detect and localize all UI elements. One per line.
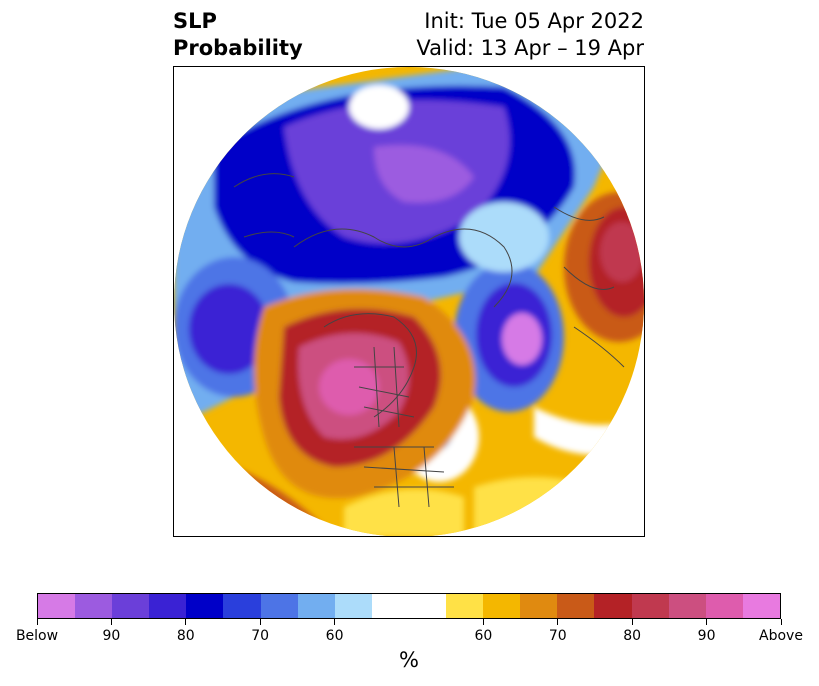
below-region bbox=[374, 145, 474, 203]
colorbar-tick-label: 60 bbox=[325, 628, 344, 644]
colorbar-tick bbox=[780, 619, 782, 625]
colorbar-segment bbox=[594, 594, 632, 618]
colorbar-tick-label: 80 bbox=[623, 628, 642, 644]
map-panel bbox=[173, 66, 645, 537]
colorbar-tick-label: 60 bbox=[474, 628, 493, 644]
above-region bbox=[600, 222, 644, 282]
colorbar-tick bbox=[185, 619, 187, 625]
colorbar-segment bbox=[408, 594, 447, 618]
colorbar-segment bbox=[446, 594, 484, 618]
colorbar-units: % bbox=[399, 648, 419, 672]
colorbar-segment bbox=[112, 594, 150, 618]
colorbar bbox=[37, 593, 781, 619]
above-region bbox=[344, 489, 464, 536]
init-date-label: Init: Tue 05 Apr 2022 bbox=[424, 9, 644, 33]
colorbar-segment bbox=[38, 594, 76, 618]
colorbar-segment bbox=[705, 594, 743, 618]
colorbar-tick bbox=[557, 619, 559, 625]
below-region bbox=[502, 313, 542, 365]
colorbar-segment bbox=[371, 594, 409, 618]
colorbar-segment bbox=[520, 594, 558, 618]
title-block-right: Init: Tue 05 Apr 2022 Valid: 13 Apr – 19… bbox=[416, 8, 644, 62]
colorbar-tick bbox=[482, 619, 484, 625]
title-subtitle: Probability bbox=[173, 36, 303, 60]
colorbar-segment bbox=[149, 594, 187, 618]
colorbar-tick bbox=[631, 619, 633, 625]
colorbar-segment bbox=[223, 594, 261, 618]
above-region bbox=[319, 359, 379, 415]
colorbar-tick bbox=[110, 619, 112, 625]
title-variable: SLP bbox=[173, 9, 217, 33]
colorbar-segment bbox=[483, 594, 521, 618]
colorbar-tick-label: 90 bbox=[102, 628, 121, 644]
below-region bbox=[459, 202, 549, 272]
colorbar-tick-label: Above bbox=[759, 628, 803, 644]
colorbar-segment bbox=[297, 594, 335, 618]
valid-range-label: Valid: 13 Apr – 19 Apr bbox=[416, 36, 644, 60]
colorbar-tick bbox=[706, 619, 708, 625]
colorbar-tick-label: Below bbox=[15, 628, 59, 644]
colorbar-tick bbox=[334, 619, 336, 625]
colorbar-tick-label: 70 bbox=[251, 628, 270, 644]
colorbar-segment bbox=[557, 594, 595, 618]
below-region bbox=[189, 284, 269, 374]
colorbar-segment bbox=[75, 594, 113, 618]
above-region bbox=[474, 477, 594, 536]
colorbar-tick-label: 70 bbox=[548, 628, 567, 644]
colorbar-segment bbox=[742, 594, 780, 618]
title-block-left: SLP Probability bbox=[173, 8, 303, 62]
colorbar-tick bbox=[259, 619, 261, 625]
colorbar-tick-label: 90 bbox=[697, 628, 716, 644]
colorbar-segment bbox=[260, 594, 298, 618]
polar-probability-map bbox=[174, 67, 644, 536]
colorbar-tick-label: 80 bbox=[176, 628, 195, 644]
colorbar-segment bbox=[186, 594, 224, 618]
map-boundaries bbox=[233, 173, 625, 508]
colorbar-tick bbox=[36, 619, 38, 625]
colorbar-segment bbox=[631, 594, 669, 618]
probability-field bbox=[174, 67, 644, 536]
colorbar-segment bbox=[668, 594, 706, 618]
colorbar-segment bbox=[334, 594, 372, 618]
neutral-region bbox=[349, 85, 409, 129]
